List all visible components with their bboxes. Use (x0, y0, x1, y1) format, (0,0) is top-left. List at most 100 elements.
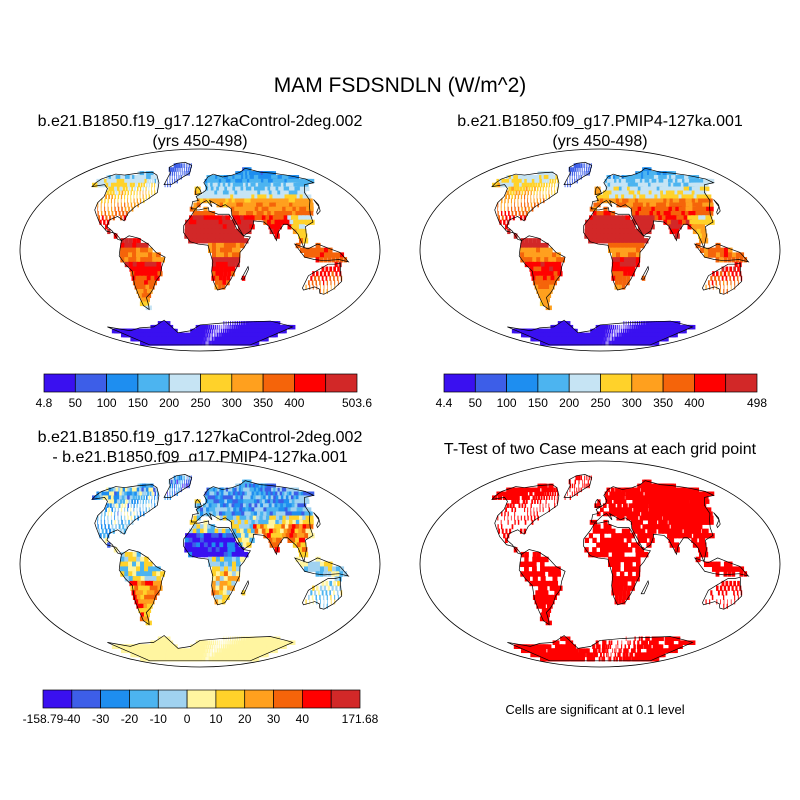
map-cell (550, 275, 556, 281)
map-cell (223, 228, 229, 235)
map-cell (544, 242, 549, 249)
map-cell (260, 210, 267, 216)
map-cell (149, 585, 155, 591)
map-cell (615, 332, 617, 338)
map-cell (144, 566, 149, 572)
map-cell (678, 219, 685, 225)
map-cell (230, 271, 235, 277)
map-cell (625, 321, 627, 326)
map-cell (202, 640, 205, 645)
map-cell (105, 194, 108, 200)
map-cell (198, 644, 201, 649)
map-cell (109, 491, 114, 497)
map-cell (546, 182, 548, 188)
map-cell (618, 194, 623, 200)
map-cell (196, 219, 201, 225)
map-cell (545, 190, 547, 196)
map-cell (708, 533, 715, 539)
map-cell (212, 648, 213, 654)
map-cell (614, 491, 619, 497)
map-cell (611, 576, 617, 582)
map-cell (319, 571, 324, 577)
map-cell (229, 202, 235, 208)
map-cell (619, 247, 625, 253)
map-cell (150, 590, 156, 596)
map-cell (623, 556, 629, 563)
map-cell (611, 542, 617, 548)
map-cell (231, 324, 233, 330)
map-cell (627, 233, 633, 239)
map-cell (114, 186, 117, 192)
map-cell (527, 511, 529, 517)
map-cell (588, 219, 593, 225)
map-cell (623, 585, 628, 591)
map-cell (132, 495, 135, 500)
map-cell (197, 656, 200, 662)
map-cell (131, 186, 134, 192)
map-cell (230, 585, 235, 591)
map-cell (222, 328, 225, 334)
map-cell (574, 483, 576, 489)
map-cell (335, 585, 338, 591)
map-cell (611, 257, 617, 263)
map-cell (541, 175, 545, 180)
map-cell (284, 524, 292, 530)
map-cell (160, 571, 165, 577)
map-cell (605, 182, 609, 188)
map-cell (505, 182, 510, 188)
map-cell (647, 487, 655, 493)
map-cell (500, 202, 502, 208)
map-cell (195, 656, 199, 662)
map-cell (109, 190, 112, 196)
map-cell (200, 511, 204, 517)
map-cell (554, 503, 556, 508)
map-cell (665, 202, 673, 208)
map-cell (207, 644, 210, 649)
map-cell (114, 511, 116, 517)
map-cell (207, 332, 209, 338)
map-cell (554, 190, 556, 196)
map-cell (129, 178, 133, 184)
map-cell (690, 528, 698, 534)
map-cell (212, 511, 218, 517)
map-cell (298, 537, 306, 544)
map-cell (191, 332, 195, 338)
map-cell (223, 271, 228, 277)
map-cell (198, 336, 201, 342)
map-cell (222, 533, 228, 539)
map-cell (635, 324, 638, 330)
map-cell (180, 479, 182, 485)
map-cell (719, 247, 725, 253)
map-cell (230, 537, 236, 544)
map-cell (208, 332, 210, 338)
map-cell (235, 210, 241, 216)
map-cell (528, 247, 533, 253)
map-cell (670, 210, 677, 216)
map-cell (600, 528, 605, 534)
map-cell (665, 206, 672, 212)
map-cell (635, 551, 641, 558)
map-cell (617, 487, 622, 493)
map-cell (527, 202, 529, 208)
map-cell (576, 175, 578, 180)
map-cell (587, 163, 589, 168)
map-cell (534, 284, 541, 290)
map-cell (223, 542, 229, 548)
map-cell (631, 190, 637, 196)
map-cell (619, 228, 625, 235)
map-cell (513, 182, 518, 188)
map-cell (327, 566, 333, 572)
map-cell (726, 280, 728, 286)
map-cell (221, 528, 227, 534)
map-cell (120, 566, 125, 572)
map-cell (611, 556, 617, 563)
map-cell (196, 210, 201, 216)
map-cell (260, 321, 264, 326)
map-cell (607, 537, 613, 544)
map-cell (230, 507, 236, 513)
map-cell (317, 590, 320, 596)
map-cell (215, 561, 221, 568)
map-cell (612, 336, 613, 342)
map-cell (146, 483, 150, 489)
map-cell (531, 186, 534, 192)
